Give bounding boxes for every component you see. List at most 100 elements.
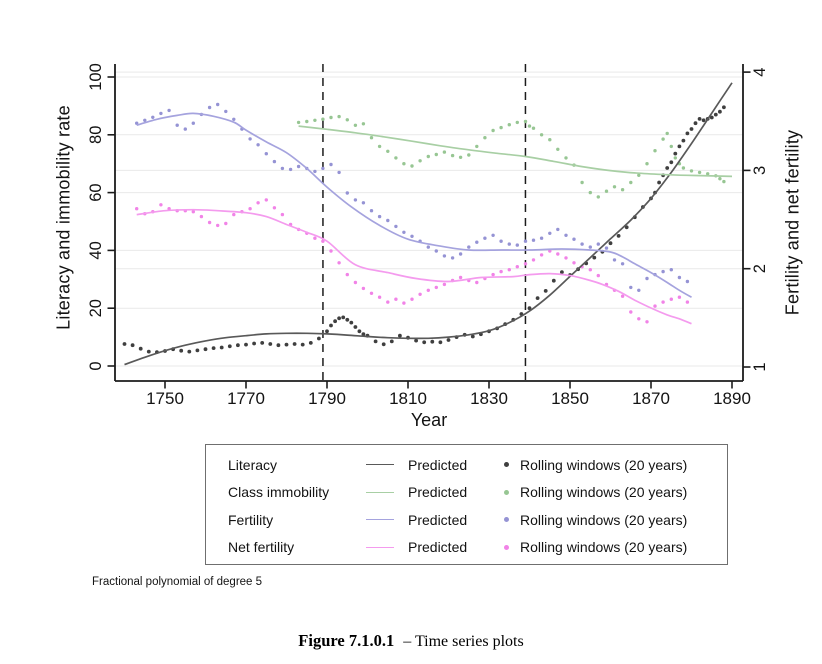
legend-dot-swatch [504,517,509,523]
legend-line-swatch [366,491,394,493]
x-axis-title: Year [411,410,447,430]
data-point [637,173,641,177]
data-point [122,342,127,346]
data-point [402,162,406,166]
data-point [535,296,540,300]
data-point [499,269,503,274]
legend-dot-cell [504,462,520,468]
data-point [345,272,349,277]
right-axis-title: Fertility and net fertility [782,129,803,316]
data-point [410,234,414,238]
data-point [345,317,350,322]
data-point [410,297,414,301]
legend-row-literacy: Literacy Predicted Rolling windows (20 y… [228,451,727,479]
data-point [426,154,430,159]
data-point [645,162,649,166]
legend-predicted-label: Predicted [408,539,468,556]
data-point [551,278,556,283]
data-point [629,285,633,290]
data-point [207,220,212,225]
data-point [216,223,220,228]
data-point [418,159,422,163]
x-tick-label: 1810 [389,389,427,408]
data-point [143,118,147,123]
data-point [377,295,382,299]
data-point [430,339,435,344]
data-point [608,241,613,246]
data-point [224,109,228,114]
legend-label: Literacy [228,456,278,473]
data-point [616,234,621,238]
data-point [523,119,528,124]
data-point [661,300,665,304]
figure-note: Fractional polynomial of degree 5 [92,576,263,588]
data-point [353,198,358,202]
data-point [697,117,702,121]
data-point [394,156,398,160]
data-point [264,152,268,156]
data-point [434,249,438,253]
data-point [135,207,139,211]
data-point [592,255,597,260]
data-point [588,190,592,195]
data-point [673,156,677,160]
data-point [248,137,252,141]
data-point [539,253,544,257]
data-point [564,156,568,160]
data-point [434,285,438,290]
data-point [507,242,511,246]
data-point [685,300,690,304]
data-point [337,316,341,321]
legend-rolling-label: Rolling windows (20 years) [520,539,688,556]
data-point [653,149,657,153]
data-point [361,286,366,291]
series-fertility-rolling-dots [135,102,690,292]
series-net-fertility-rolling-dots [135,198,690,324]
data-point [701,118,706,123]
data-point [458,155,463,159]
data-point [296,164,301,169]
data-point [677,295,682,299]
data-point [353,325,358,329]
data-point [280,212,285,217]
data-point [191,121,195,125]
data-point [353,123,358,128]
data-point [313,118,317,123]
data-point [556,227,560,232]
data-point [264,198,268,202]
data-point [442,282,447,287]
data-point [539,236,544,240]
data-point [369,291,374,295]
data-point [195,348,200,353]
data-point [467,245,471,249]
data-point [321,166,325,171]
data-point [337,261,341,265]
data-point [677,275,682,280]
data-point [325,329,329,334]
left-tick-label: 80 [87,126,105,144]
data-point [361,201,366,205]
data-point [244,342,248,347]
data-point [183,127,187,131]
data-point [722,105,726,110]
data-point [564,233,568,237]
data-point [531,258,536,262]
data-point [612,258,617,262]
left-tick-label: 60 [87,183,105,201]
data-point [620,294,625,298]
data-point [685,131,690,136]
data-point [321,239,325,243]
data-point [475,280,479,285]
data-point [475,144,479,149]
data-point [507,268,511,272]
x-tick-label: 1890 [713,389,751,408]
data-point [130,343,135,348]
data-point [353,280,358,285]
data-point [718,177,722,181]
time-series-plot: 0 20 40 60 80 100 1 2 3 4 1750 1770 1790 1810 1830 1850… [87,63,769,430]
data-point [669,160,674,165]
x-tick-label: 1850 [551,389,589,408]
data-point [681,166,686,170]
data-point [580,180,584,185]
data-point [394,297,398,301]
